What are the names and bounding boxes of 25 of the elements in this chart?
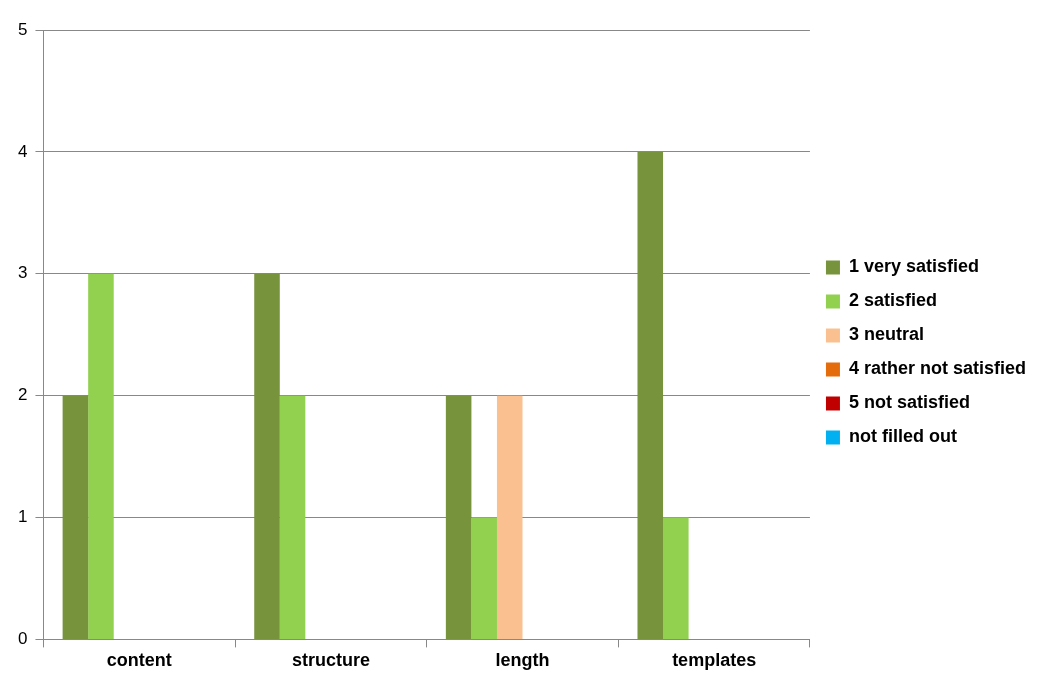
bar [663, 517, 689, 639]
bar [254, 273, 280, 639]
legend-label: 3 neutral [848, 324, 924, 345]
bar [496, 395, 523, 639]
y-tick-label: 3 [17, 263, 28, 283]
legend-label: 1 very satisfied [848, 256, 980, 277]
legend-label: 2 satisfied [848, 290, 937, 311]
y-tick-label: 4 [17, 141, 28, 161]
bar [88, 273, 114, 639]
bar [279, 395, 306, 639]
y-tick-label: 1 [17, 507, 28, 527]
bar [471, 517, 497, 639]
bar [62, 395, 89, 639]
x-tick-label: length [495, 650, 550, 671]
y-tick-label: 0 [17, 629, 28, 649]
legend-label: not filled out [848, 426, 957, 447]
y-tick-label: 5 [17, 19, 28, 39]
bar [637, 151, 664, 639]
legend-label: 5 not satisfied [848, 392, 970, 413]
legend-label: 4 rather not satisfied [848, 358, 1026, 379]
bar [445, 395, 472, 639]
x-tick-label: content [106, 650, 172, 671]
x-tick-label: structure [291, 650, 370, 671]
y-tick-label: 2 [17, 385, 28, 405]
x-tick-label: templates [672, 650, 757, 671]
